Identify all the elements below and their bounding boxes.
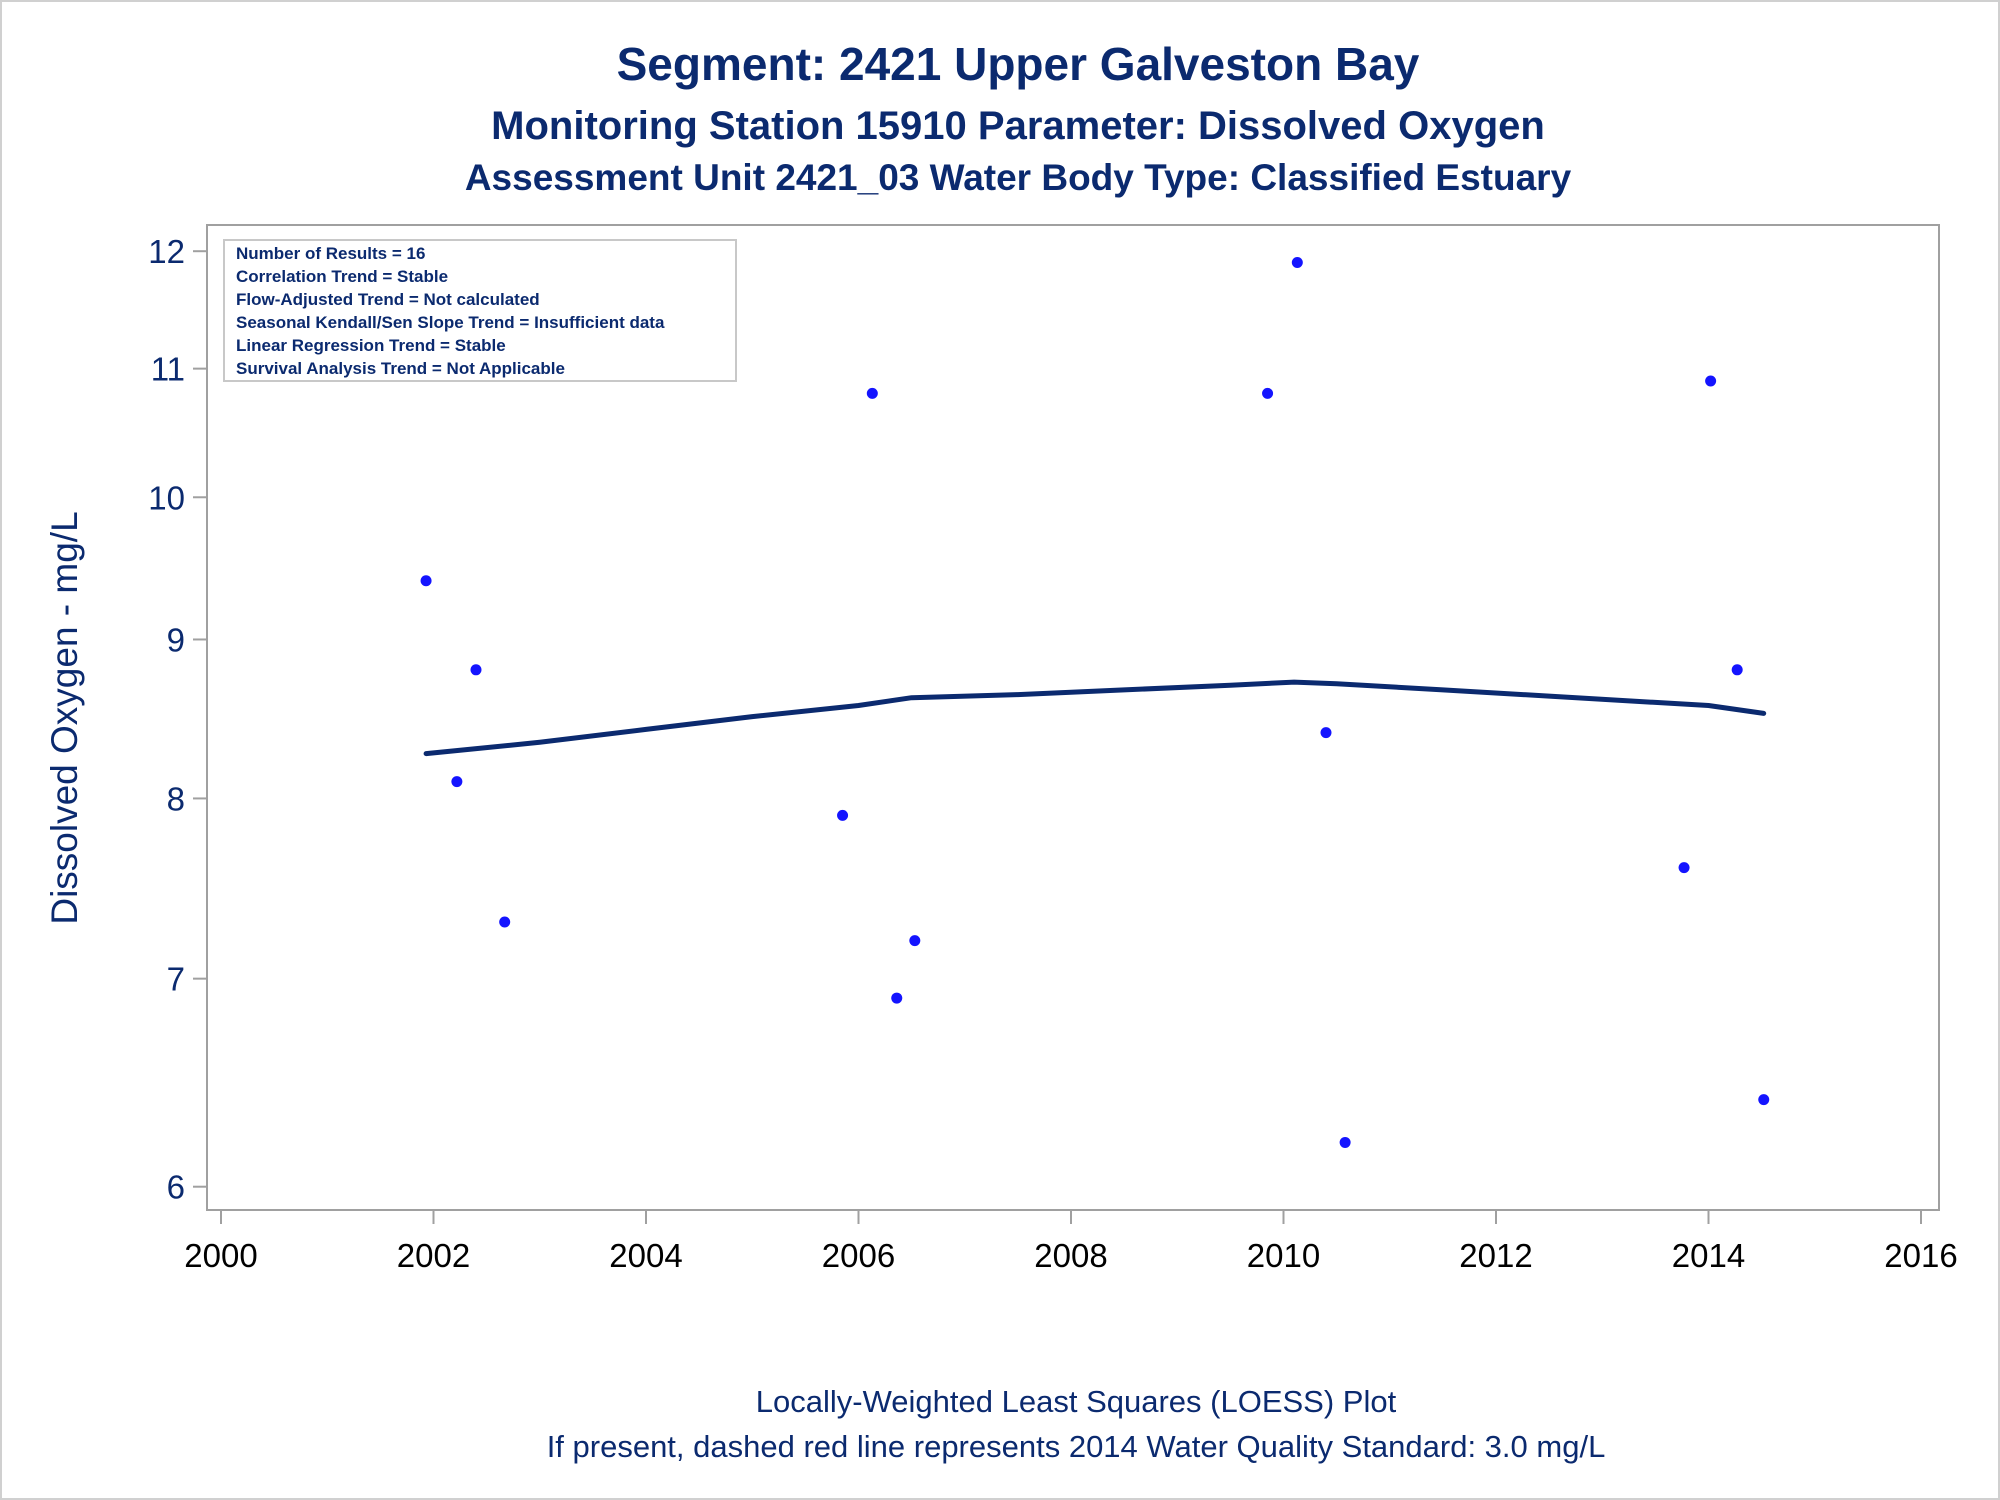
x-tick-label: 2014 (1672, 1237, 1745, 1274)
y-tick-label: 7 (167, 961, 185, 998)
points-group (420, 256, 1770, 1148)
data-point (1291, 256, 1303, 268)
chart-title: Segment: 2421 Upper Galveston Bay (617, 38, 1420, 90)
x-tick-label: 2000 (184, 1237, 257, 1274)
y-tick-label: 10 (148, 479, 185, 516)
inset-line-flow-adjusted: Flow-Adjusted Trend = Not calculated (236, 290, 540, 309)
x-axis: 2000 2002 2004 2006 2008 2010 2012 2014 2016 (184, 1210, 1958, 1274)
data-point (499, 916, 511, 928)
data-point (420, 575, 432, 587)
x-tick-label: 2010 (1247, 1237, 1320, 1274)
x-tick-label: 2006 (822, 1237, 895, 1274)
data-point (470, 664, 482, 676)
data-point (837, 809, 849, 821)
data-point (1705, 375, 1717, 387)
y-tick-label: 11 (151, 351, 185, 388)
x-tick-label: 2012 (1459, 1237, 1532, 1274)
y-tick-label: 9 (167, 621, 185, 658)
footnote-standard: If present, dashed red line represents 2… (547, 1429, 1606, 1464)
data-point (1320, 727, 1332, 739)
chart-subtitle: Monitoring Station 15910 Parameter: Diss… (491, 104, 1545, 148)
y-axis-label: Dissolved Oxygen - mg/L (44, 511, 85, 924)
loess-line (423, 679, 1767, 757)
inset-line-linear-regression: Linear Regression Trend = Stable (236, 336, 506, 355)
y-tick-label: 6 (167, 1169, 185, 1206)
y-tick-label: 12 (148, 233, 185, 270)
stats-inset: Number of Results = 16 Correlation Trend… (236, 244, 665, 378)
data-point (891, 992, 903, 1004)
data-point (1339, 1136, 1351, 1148)
x-tick-label: 2008 (1034, 1237, 1107, 1274)
data-point (1758, 1094, 1770, 1106)
inset-line-survival: Survival Analysis Trend = Not Applicable (236, 359, 565, 378)
data-point (866, 387, 878, 399)
data-point (909, 935, 921, 947)
data-point (1731, 664, 1743, 676)
data-point (1678, 862, 1690, 874)
chart-subtitle-secondary: Assessment Unit 2421_03 Water Body Type:… (465, 157, 1572, 198)
y-axis: 6 7 8 9 10 11 12 (148, 233, 207, 1206)
data-point (1262, 387, 1274, 399)
plot-area-border (206, 224, 1940, 1211)
x-tick-label: 2016 (1884, 1237, 1957, 1274)
x-tick-label: 2004 (609, 1237, 682, 1274)
inset-line-seasonal-kendall: Seasonal Kendall/Sen Slope Trend = Insuf… (236, 313, 665, 332)
inset-line-results: Number of Results = 16 (236, 244, 425, 263)
inset-line-correlation: Correlation Trend = Stable (236, 267, 448, 286)
x-tick-label: 2002 (397, 1237, 470, 1274)
data-point (451, 776, 463, 788)
y-tick-label: 8 (167, 780, 185, 817)
stats-inset-box (223, 239, 737, 382)
footnote-loess: Locally-Weighted Least Squares (LOESS) P… (756, 1384, 1397, 1419)
loess-group (423, 679, 1767, 757)
